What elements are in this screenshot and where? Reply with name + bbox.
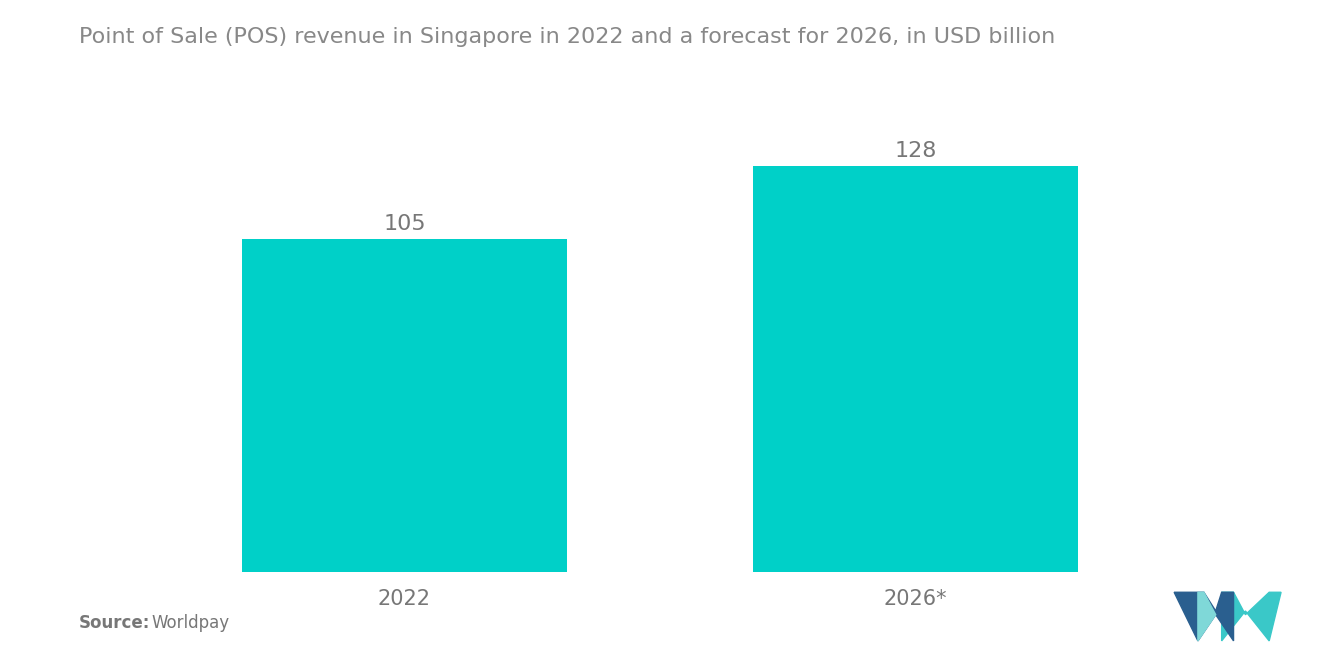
Text: Point of Sale (POS) revenue in Singapore in 2022 and a forecast for 2026, in USD: Point of Sale (POS) revenue in Singapore… <box>79 27 1056 47</box>
Text: 128: 128 <box>895 141 937 161</box>
Polygon shape <box>1175 593 1233 641</box>
Polygon shape <box>1199 593 1216 641</box>
Text: 105: 105 <box>383 213 426 234</box>
Bar <box>752 166 1078 572</box>
Text: Worldpay: Worldpay <box>152 614 230 632</box>
Bar <box>242 239 568 572</box>
Text: Source:: Source: <box>79 614 150 632</box>
Polygon shape <box>1222 593 1280 641</box>
